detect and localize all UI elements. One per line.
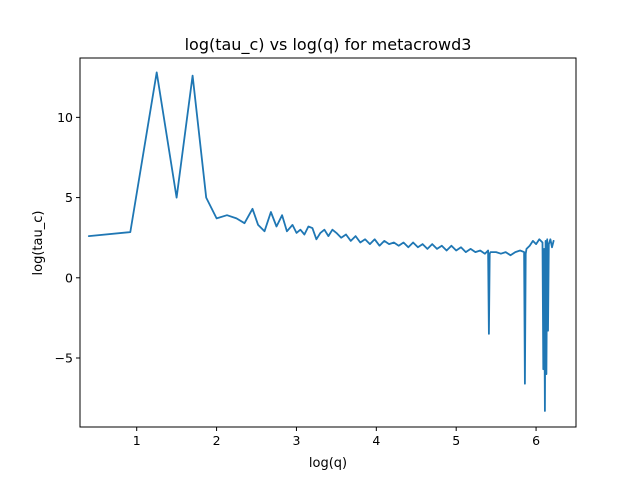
series-line-0 [87,71,555,412]
y-tick-label: 0 [65,270,73,285]
x-tick-label: 2 [213,433,221,448]
x-tick-label: 1 [133,433,141,448]
x-axis-label: log(q) [309,456,347,471]
y-tick-label: 10 [57,110,73,125]
x-tick-label: 6 [532,433,540,448]
y-tick-label: 5 [65,190,73,205]
chart-title: log(tau_c) vs log(q) for metacrowd3 [185,35,472,55]
plot-frame [79,57,577,428]
axis-ticks: 1 2 3 4 5 6 −5 0 5 10 [55,110,541,448]
x-tick-label: 3 [292,433,300,448]
y-tick-label: −5 [55,351,73,366]
plot-area [87,71,555,412]
x-tick-label: 5 [452,433,460,448]
y-axis-label: log(tau_c) [31,211,46,276]
x-tick-label: 4 [372,433,380,448]
